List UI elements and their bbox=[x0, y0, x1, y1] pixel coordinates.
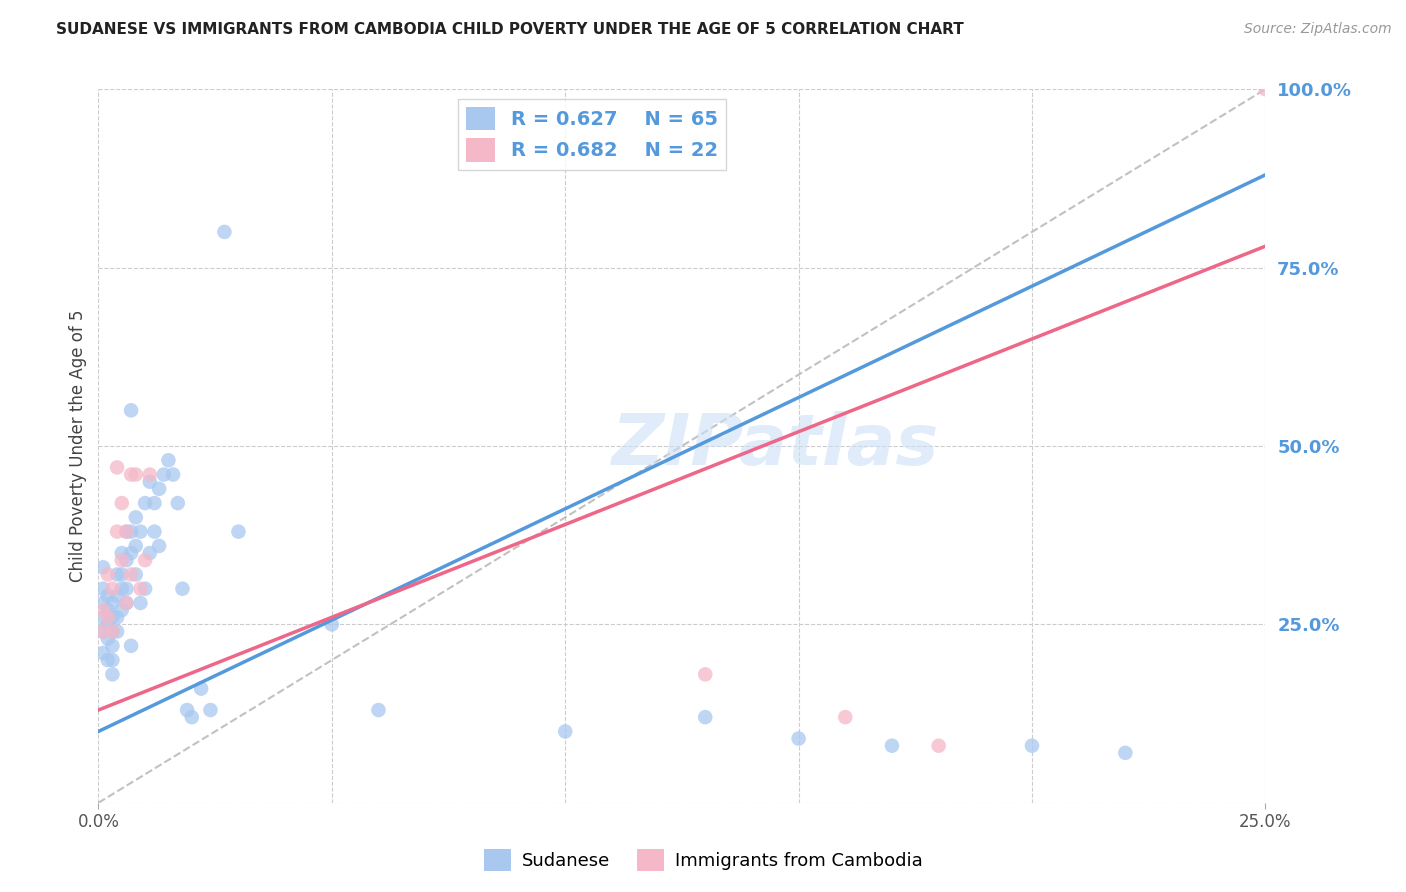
Point bbox=[1021, 739, 1043, 753]
Point bbox=[125, 467, 148, 482]
Point bbox=[97, 617, 120, 632]
Point bbox=[101, 624, 124, 639]
Point bbox=[97, 567, 120, 582]
Point bbox=[129, 524, 152, 539]
Point bbox=[125, 567, 148, 582]
Point bbox=[91, 624, 114, 639]
Point bbox=[172, 582, 194, 596]
Point bbox=[105, 610, 128, 624]
Point bbox=[105, 524, 128, 539]
Point bbox=[101, 667, 124, 681]
Point bbox=[101, 624, 124, 639]
Point bbox=[120, 524, 142, 539]
Point bbox=[115, 524, 138, 539]
Legend: Sudanese, Immigrants from Cambodia: Sudanese, Immigrants from Cambodia bbox=[477, 842, 929, 879]
Point bbox=[105, 624, 128, 639]
Point bbox=[190, 681, 212, 696]
Point bbox=[1114, 746, 1136, 760]
Point bbox=[111, 582, 134, 596]
Point bbox=[367, 703, 389, 717]
Point bbox=[91, 596, 114, 610]
Point bbox=[148, 539, 170, 553]
Point bbox=[176, 703, 198, 717]
Point bbox=[554, 724, 576, 739]
Point bbox=[129, 596, 152, 610]
Point bbox=[101, 653, 124, 667]
Point bbox=[139, 475, 162, 489]
Point bbox=[143, 496, 166, 510]
Point bbox=[120, 467, 142, 482]
Point bbox=[143, 524, 166, 539]
Point bbox=[111, 496, 134, 510]
Point bbox=[111, 546, 134, 560]
Point bbox=[134, 582, 156, 596]
Point bbox=[115, 596, 138, 610]
Point bbox=[120, 567, 142, 582]
Point bbox=[105, 460, 128, 475]
Point bbox=[928, 739, 950, 753]
Point bbox=[97, 610, 120, 624]
Legend: R = 0.627    N = 65, R = 0.682    N = 22: R = 0.627 N = 65, R = 0.682 N = 22 bbox=[458, 99, 725, 169]
Point bbox=[695, 667, 717, 681]
Text: Source: ZipAtlas.com: Source: ZipAtlas.com bbox=[1244, 22, 1392, 37]
Point bbox=[139, 546, 162, 560]
Point bbox=[97, 589, 120, 603]
Point bbox=[101, 610, 124, 624]
Point bbox=[101, 582, 124, 596]
Point bbox=[321, 617, 343, 632]
Point bbox=[166, 496, 188, 510]
Point bbox=[139, 467, 162, 482]
Point bbox=[97, 632, 120, 646]
Point bbox=[91, 560, 114, 574]
Point bbox=[880, 739, 903, 753]
Point bbox=[91, 610, 114, 624]
Point bbox=[105, 589, 128, 603]
Point bbox=[695, 710, 717, 724]
Point bbox=[1254, 82, 1277, 96]
Point bbox=[125, 539, 148, 553]
Point bbox=[134, 496, 156, 510]
Point bbox=[120, 403, 142, 417]
Point bbox=[214, 225, 236, 239]
Point bbox=[115, 553, 138, 567]
Point bbox=[97, 603, 120, 617]
Point bbox=[115, 596, 138, 610]
Point bbox=[97, 653, 120, 667]
Point bbox=[228, 524, 250, 539]
Point bbox=[129, 582, 152, 596]
Point bbox=[91, 646, 114, 660]
Point bbox=[120, 546, 142, 560]
Point bbox=[115, 582, 138, 596]
Point bbox=[134, 553, 156, 567]
Point bbox=[111, 553, 134, 567]
Point bbox=[111, 567, 134, 582]
Point bbox=[152, 467, 174, 482]
Point bbox=[787, 731, 810, 746]
Point bbox=[125, 510, 148, 524]
Point bbox=[91, 582, 114, 596]
Point bbox=[101, 596, 124, 610]
Point bbox=[91, 603, 114, 617]
Point bbox=[157, 453, 180, 467]
Point bbox=[91, 624, 114, 639]
Point bbox=[180, 710, 202, 724]
Point bbox=[115, 524, 138, 539]
Text: ZIPatlas: ZIPatlas bbox=[612, 411, 939, 481]
Point bbox=[101, 639, 124, 653]
Point bbox=[200, 703, 222, 717]
Point bbox=[120, 639, 142, 653]
Point bbox=[834, 710, 856, 724]
Point bbox=[148, 482, 170, 496]
Point bbox=[105, 567, 128, 582]
Y-axis label: Child Poverty Under the Age of 5: Child Poverty Under the Age of 5 bbox=[69, 310, 87, 582]
Text: SUDANESE VS IMMIGRANTS FROM CAMBODIA CHILD POVERTY UNDER THE AGE OF 5 CORRELATIO: SUDANESE VS IMMIGRANTS FROM CAMBODIA CHI… bbox=[56, 22, 965, 37]
Point bbox=[162, 467, 184, 482]
Point bbox=[111, 603, 134, 617]
